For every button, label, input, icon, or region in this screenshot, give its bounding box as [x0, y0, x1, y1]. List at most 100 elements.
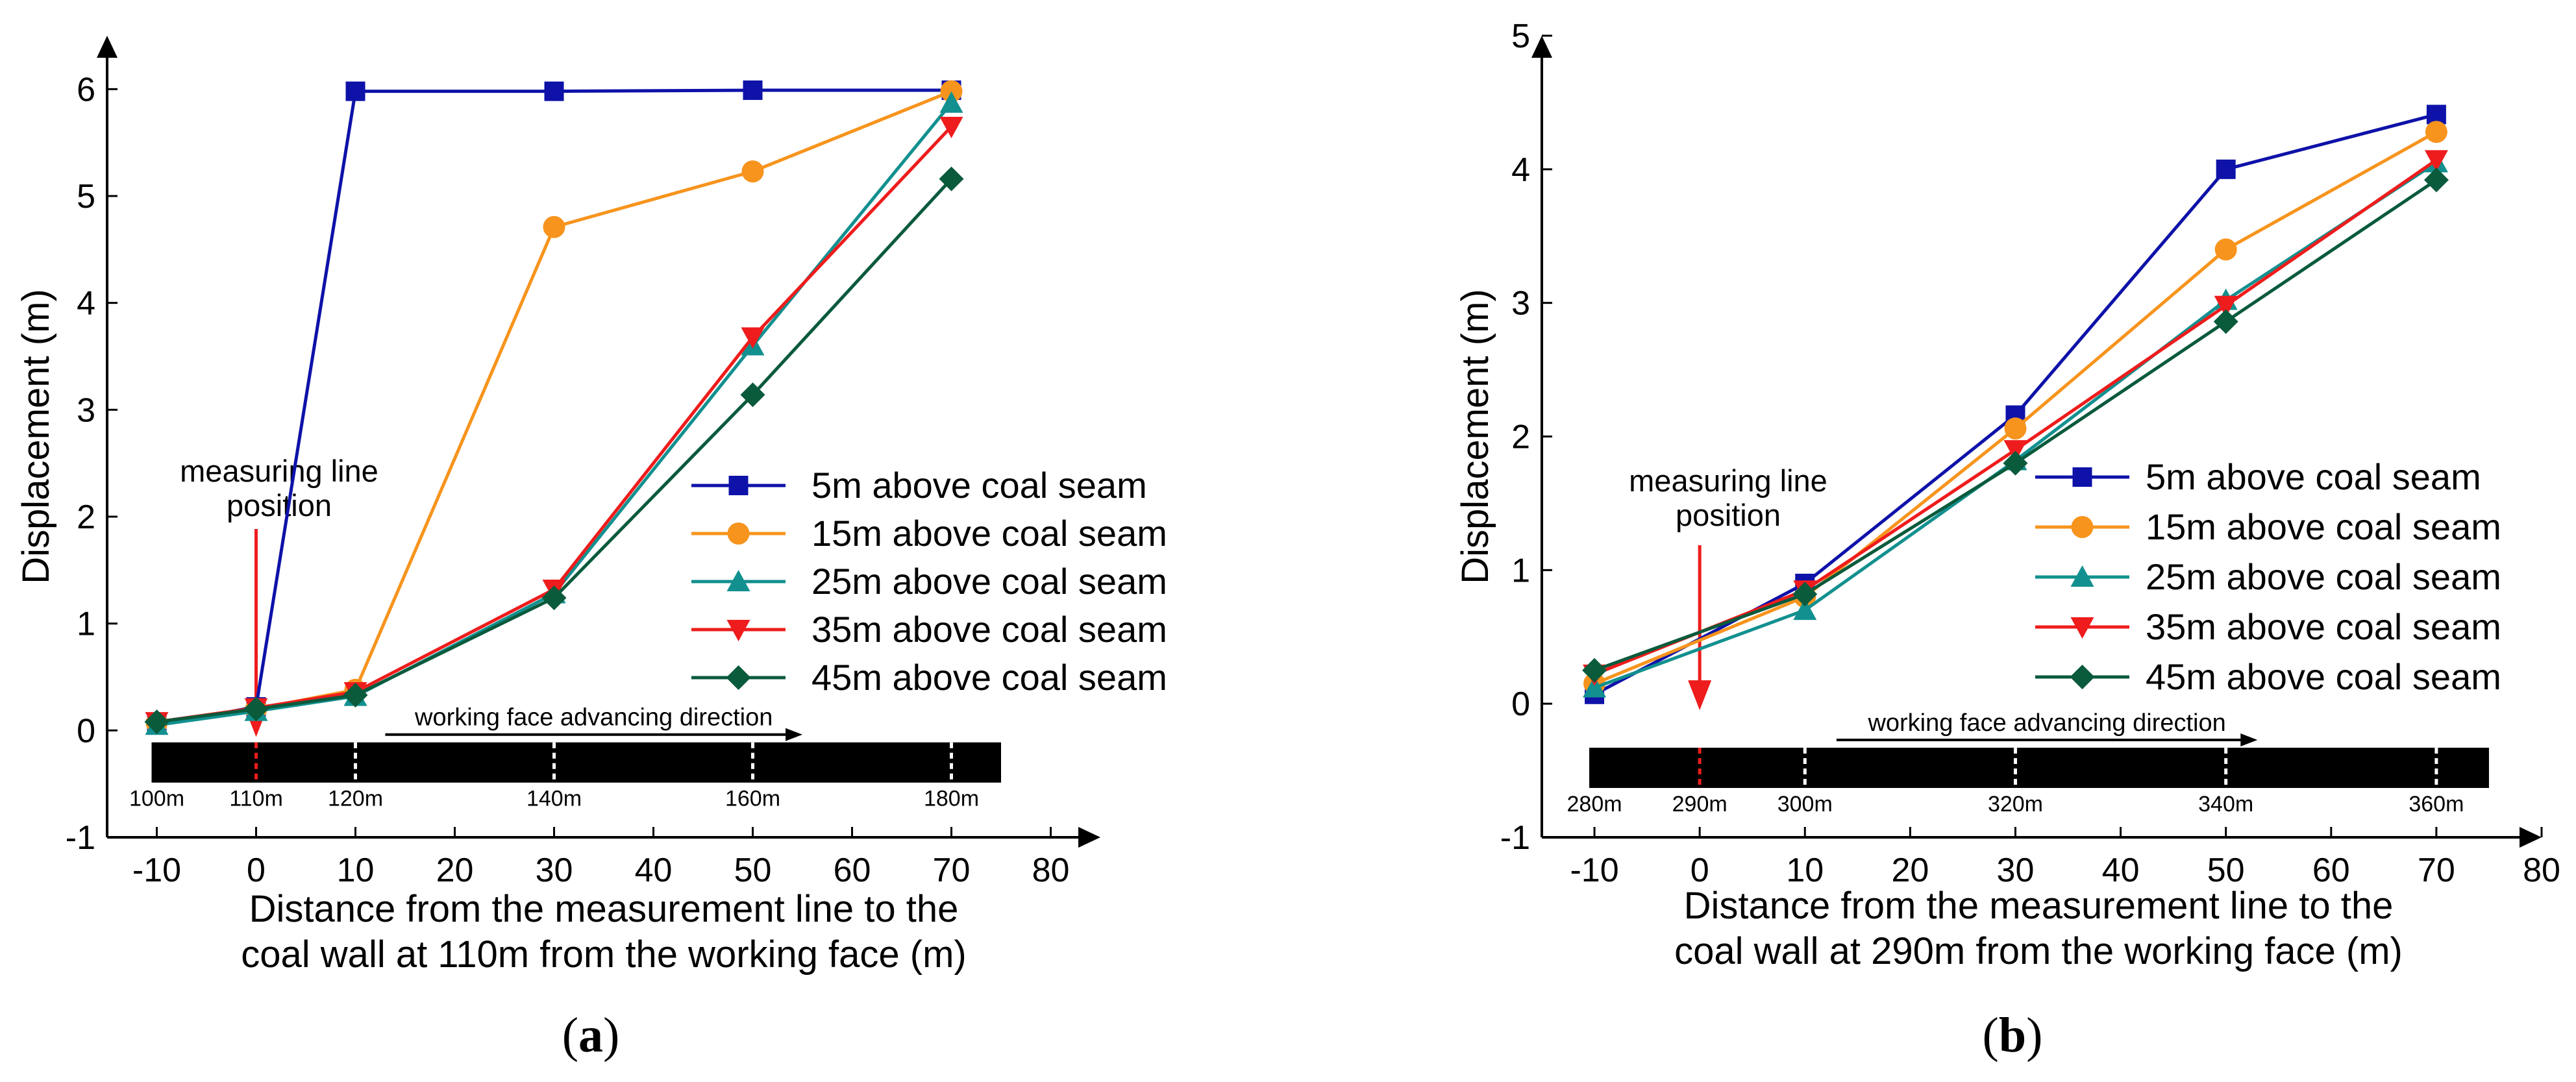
- legend: 5m above coal seam 15m above coal seam 25m…: [2035, 456, 2501, 697]
- legend-label: 45m above coal seam: [811, 657, 1167, 698]
- y-axis-title: Displacement (m): [15, 289, 57, 584]
- data-point: [2214, 295, 2238, 317]
- x-tick-label: 60: [834, 852, 871, 889]
- measuring-line-label-line2: position: [227, 488, 332, 523]
- data-point: [2425, 121, 2447, 143]
- seam-marker-label: 300m: [1777, 792, 1833, 817]
- legend: 5m above coal seam 15m above coal seam 25m…: [691, 465, 1167, 698]
- series-45m: [1582, 167, 2449, 683]
- legend-swatch-marker: [726, 665, 751, 690]
- measuring-line-label-line2: position: [1676, 498, 1781, 532]
- legend-label: 5m above coal seam: [2146, 456, 2481, 497]
- x-tick-label: 10: [337, 852, 375, 889]
- caption-paren-close: ): [603, 1008, 619, 1063]
- seam-marker-label: 340m: [2198, 792, 2253, 817]
- data-point: [2213, 309, 2238, 334]
- legend-swatch-marker: [2070, 665, 2095, 689]
- x-axis-title-line2: coal wall at 110m from the working face …: [241, 933, 966, 976]
- seam-marker-label: 280m: [1567, 792, 1622, 817]
- data-point: [741, 160, 764, 183]
- data-point: [541, 585, 567, 611]
- y-axis-arrow: [97, 36, 118, 58]
- legend-label: 35m above coal seam: [811, 609, 1167, 650]
- legend-label: 15m above coal seam: [2146, 506, 2501, 547]
- data-point: [1793, 598, 1817, 621]
- y-tick-label: 3: [1511, 285, 1530, 323]
- caption-label: a: [578, 1008, 603, 1063]
- data-point: [743, 80, 763, 100]
- data-point: [543, 215, 565, 238]
- legend-swatch-marker: [726, 570, 750, 591]
- seam-marker-label: 320m: [1988, 792, 2043, 817]
- advancing-direction-arrowhead: [786, 728, 802, 741]
- x-tick-label: 30: [1997, 852, 2035, 889]
- advancing-direction-label: working face advancing direction: [1867, 709, 2225, 737]
- data-point: [939, 91, 963, 113]
- x-axis-arrow: [2520, 827, 2542, 848]
- data-point: [939, 116, 963, 138]
- seam-marker-label: 290m: [1672, 792, 1728, 817]
- seam-marker-label: 120m: [328, 787, 383, 811]
- measuring-line-label-line1: measuring line: [180, 454, 378, 488]
- x-tick-label: 10: [1786, 852, 1824, 889]
- data-point: [2003, 440, 2027, 462]
- data-point: [741, 327, 765, 349]
- legend-swatch-marker: [2072, 467, 2092, 487]
- seam-marker-label: 100m: [129, 787, 184, 811]
- y-tick-label: 4: [1511, 151, 1530, 189]
- y-tick-label: 0: [1511, 685, 1530, 723]
- data-point: [2423, 167, 2449, 193]
- x-axis-title-line2: coal wall at 290m from the working face …: [1674, 930, 2403, 972]
- legend-label: 25m above coal seam: [2146, 556, 2501, 597]
- y-tick-label: 6: [77, 71, 95, 108]
- x-tick-label: -10: [132, 852, 181, 889]
- y-tick-label: -1: [1500, 819, 1530, 857]
- data-point: [345, 81, 365, 101]
- legend-label: 45m above coal seam: [2146, 656, 2501, 697]
- data-point: [940, 80, 963, 103]
- advancing-direction-arrowhead: [2240, 733, 2258, 746]
- y-tick-label: 3: [77, 391, 95, 429]
- x-axis-title-line1: Distance from the measurement line to th…: [249, 888, 959, 930]
- seam-marker-label: 180m: [924, 787, 979, 811]
- caption-paren-open: (: [562, 1008, 578, 1063]
- x-tick-label: 20: [436, 852, 474, 889]
- y-axis-title: Displacement (m): [1454, 289, 1496, 584]
- data-point: [2003, 450, 2028, 476]
- x-tick-label: 70: [2418, 852, 2455, 889]
- seam-marker-label: 110m: [229, 787, 283, 811]
- series-line: [156, 177, 953, 724]
- caption-label: b: [1999, 1008, 2026, 1063]
- data-point: [740, 382, 765, 408]
- caption-paren-open: (: [1983, 1008, 1999, 1063]
- data-point: [2214, 238, 2237, 261]
- panel-caption: (a): [562, 1008, 620, 1063]
- y-tick-label: 5: [1511, 18, 1530, 55]
- x-tick-label: -10: [1570, 852, 1618, 889]
- data-point: [343, 682, 368, 707]
- x-tick-label: 30: [536, 852, 573, 889]
- data-point: [243, 696, 269, 722]
- x-tick-label: 50: [734, 852, 772, 889]
- x-tick-label: 80: [2523, 852, 2560, 889]
- legend-swatch-marker: [726, 620, 750, 641]
- y-tick-label: -1: [66, 819, 95, 857]
- y-tick-label: 4: [77, 285, 95, 323]
- coal-seam-bar: [1589, 747, 2489, 788]
- data-point: [2216, 159, 2236, 179]
- measuring-line-arrowhead: [1688, 680, 1712, 711]
- legend-label: 35m above coal seam: [2146, 606, 2501, 647]
- coal-seam-bar: [151, 742, 1001, 783]
- series-15m: [1583, 121, 2447, 695]
- data-point: [1583, 676, 1607, 698]
- y-axis-arrow: [1531, 36, 1552, 58]
- legend-label: 15m above coal seam: [811, 513, 1167, 554]
- panel-caption: (b): [1983, 1008, 2043, 1063]
- x-tick-label: 80: [1032, 852, 1070, 889]
- x-tick-label: 70: [933, 852, 971, 889]
- data-point: [2424, 150, 2448, 172]
- seam-marker-label: 160m: [725, 787, 780, 811]
